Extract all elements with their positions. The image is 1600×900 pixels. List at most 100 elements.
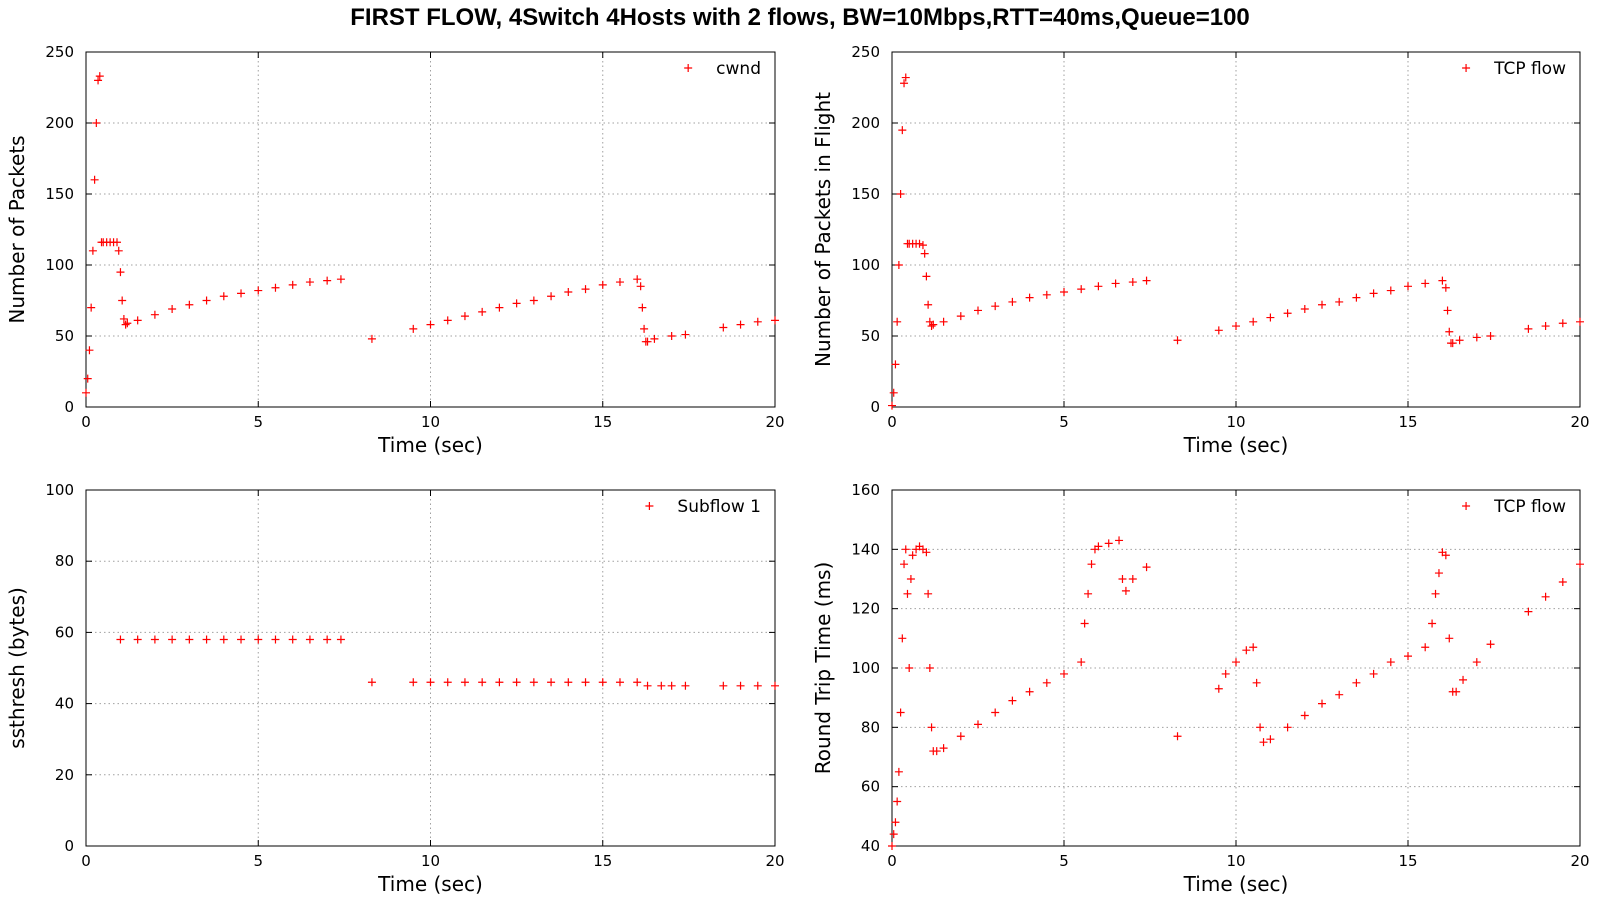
data-point: [336, 635, 345, 644]
data-point: [119, 314, 128, 323]
data-point: [1094, 542, 1103, 551]
data-point: [1445, 634, 1454, 643]
data-point: [650, 334, 659, 343]
data-point: [939, 744, 948, 753]
data-point: [615, 678, 624, 687]
data-point: [1121, 586, 1130, 595]
data-point: [1256, 723, 1265, 732]
data-point: [1128, 278, 1137, 287]
data-point: [1441, 551, 1450, 560]
legend: cwnd: [684, 59, 761, 79]
y-tick-label: 0: [64, 398, 74, 416]
data-point: [901, 73, 910, 82]
data-point: [94, 76, 103, 85]
y-tick-label: 80: [861, 718, 880, 736]
data-point: [1232, 322, 1240, 331]
legend-marker: [1462, 64, 1471, 72]
data-point: [443, 678, 452, 687]
data-point: [894, 261, 903, 269]
data-point: [1214, 326, 1223, 335]
data-point: [1421, 279, 1430, 288]
data-point: [168, 635, 177, 644]
x-tick-label: 10: [1226, 852, 1245, 870]
data-point: [1459, 675, 1468, 684]
data-point: [1077, 658, 1086, 667]
data-point: [1266, 735, 1275, 744]
data-point: [1335, 690, 1344, 699]
legend-marker: [1462, 502, 1471, 510]
y-tick-label: 50: [861, 327, 880, 345]
data-point: [1443, 306, 1452, 315]
data-point: [1486, 640, 1495, 649]
data-point: [896, 708, 905, 717]
series-points: [82, 72, 779, 397]
data-point: [929, 320, 938, 329]
data-point: [495, 678, 504, 687]
data-point: [615, 278, 624, 287]
data-point: [114, 246, 123, 255]
data-point: [771, 681, 779, 690]
data-point: [90, 175, 99, 184]
x-tick-label: 0: [887, 413, 897, 431]
y-axis-label: ssthresh (bytes): [5, 587, 29, 749]
data-point: [581, 285, 590, 294]
data-point: [237, 289, 246, 298]
data-point: [974, 306, 982, 315]
data-point: [1558, 319, 1567, 328]
y-tick-label: 60: [861, 778, 880, 796]
y-tick-label: 250: [45, 43, 74, 61]
data-point: [581, 678, 590, 687]
data-point: [906, 575, 915, 583]
data-point: [908, 551, 917, 560]
data-point: [271, 635, 280, 644]
data-point: [1084, 589, 1093, 598]
data-point: [460, 312, 469, 321]
x-tick-label: 10: [1226, 413, 1245, 431]
x-tick-label: 20: [1570, 852, 1589, 870]
y-tick-label: 250: [851, 43, 880, 61]
y-tick-label: 0: [64, 837, 74, 855]
data-point: [1118, 575, 1127, 583]
data-point: [564, 678, 573, 687]
data-point: [150, 310, 159, 319]
y-axis-label: Round Trip Time (ms): [811, 562, 835, 775]
data-point: [409, 324, 418, 333]
data-point: [1025, 293, 1034, 302]
data-point: [529, 678, 538, 687]
data-point: [202, 635, 211, 644]
data-point: [898, 634, 907, 643]
data-point: [409, 678, 418, 687]
data-point: [1008, 696, 1017, 705]
data-point: [1300, 711, 1309, 720]
data-point: [495, 303, 504, 312]
data-point: [1404, 652, 1412, 661]
data-point: [925, 664, 934, 672]
data-point: [1242, 646, 1251, 655]
x-tick-label: 0: [81, 413, 91, 431]
y-tick-label: 200: [45, 114, 74, 132]
data-point: [529, 296, 538, 305]
data-point: [896, 190, 905, 198]
data-point: [1259, 738, 1268, 747]
data-point: [1094, 282, 1103, 291]
data-point: [1249, 317, 1258, 326]
data-point: [1080, 619, 1089, 628]
data-point: [254, 635, 263, 644]
y-tick-label: 200: [851, 114, 880, 132]
data-point: [753, 681, 762, 690]
data-point: [1087, 560, 1096, 569]
data-point: [1352, 293, 1361, 302]
data-point: [118, 296, 127, 305]
data-point: [1541, 322, 1550, 331]
data-point: [1104, 539, 1113, 548]
data-point: [893, 317, 902, 326]
data-point: [974, 720, 982, 729]
y-tick-label: 120: [851, 600, 880, 618]
x-axis-label: Time (sec): [377, 872, 483, 896]
y-tick-label: 100: [851, 659, 880, 677]
y-tick-label: 100: [45, 256, 74, 274]
data-point: [932, 747, 941, 756]
data-point: [1352, 678, 1361, 687]
x-tick-label: 15: [593, 852, 612, 870]
